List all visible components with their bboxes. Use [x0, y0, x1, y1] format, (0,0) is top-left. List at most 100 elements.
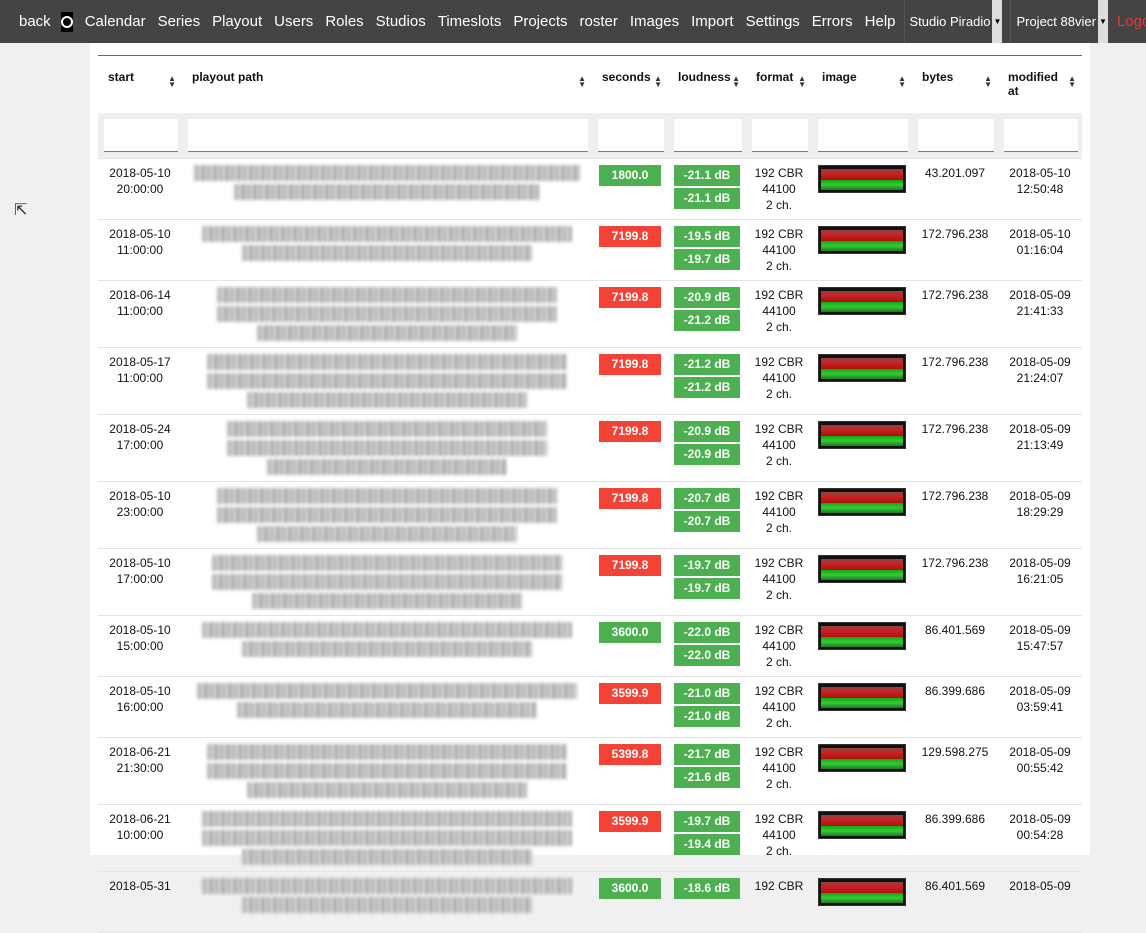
waveform-image[interactable]	[818, 622, 906, 650]
column-label: bytes	[922, 70, 954, 84]
table-row[interactable]: 2018-05-10 23:00:00 7199.8 -20.7 dB -20.7 …	[98, 481, 1082, 549]
modified-cell: 2018-05-09 03:59:41	[998, 676, 1082, 738]
nav-calendar[interactable]: Calendar	[84, 13, 146, 30]
nav-help[interactable]: Help	[864, 13, 896, 30]
filter-modified-at-input[interactable]	[1004, 118, 1078, 152]
loudness-cell: -21.0 dB -21.0 dB	[668, 676, 746, 738]
playout-table: start ▲ ▼ playout path ▲ ▼ seconds ▲ ▼ loudness ▲ ▼…	[98, 55, 1082, 933]
sort-icon[interactable]: ▲ ▼	[898, 74, 906, 89]
nav-roster[interactable]: roster	[579, 13, 618, 30]
loudness-cell: -19.7 dB -19.4 dB	[668, 804, 746, 872]
column-header-image[interactable]: image ▲ ▼	[812, 56, 912, 113]
studio-select[interactable]: Studio Piradio ▼	[903, 0, 1003, 43]
column-header-modified-at[interactable]: modified at ▲ ▼	[998, 56, 1082, 113]
table-row[interactable]: 2018-05-10 16:00:00 3599.9 -21.0 dB -21.0 …	[98, 676, 1082, 738]
column-header-format[interactable]: format ▲ ▼	[746, 56, 812, 113]
sort-icon[interactable]: ▲ ▼	[578, 74, 586, 89]
nav-timeslots[interactable]: Timeslots	[437, 13, 502, 30]
sort-icon[interactable]: ▲ ▼	[732, 74, 740, 89]
bytes-cell: 86.399.686	[912, 676, 998, 738]
loudness-left-badge: -20.7 dB	[674, 488, 740, 509]
column-label: format	[756, 70, 794, 84]
filter-seconds-input[interactable]	[598, 118, 664, 152]
column-label: modified at	[1008, 70, 1058, 98]
start-cell: 2018-05-10 23:00:00	[98, 481, 182, 549]
sort-icon[interactable]: ▲ ▼	[984, 74, 992, 89]
image-cell	[812, 871, 912, 933]
sort-icon[interactable]: ▲ ▼	[168, 74, 176, 89]
bytes-cell: 86.401.569	[912, 871, 998, 933]
waveform-image[interactable]	[818, 165, 906, 193]
modified-cell: 2018-05-09 00:55:42	[998, 737, 1082, 805]
image-cell	[812, 219, 912, 281]
filter-start-input[interactable]	[104, 118, 178, 152]
seconds-badge: 1800.0	[599, 165, 661, 186]
nav-playout[interactable]: Playout	[212, 13, 263, 30]
nav-roles[interactable]: Roles	[325, 13, 364, 30]
project-select[interactable]: Project 88vier ▼	[1010, 0, 1108, 43]
start-cell: 2018-05-17 11:00:00	[98, 347, 182, 415]
format-cell: 192 CBR 44100 2 ch.	[746, 615, 812, 677]
back-link[interactable]: back	[19, 13, 51, 30]
image-cell	[812, 347, 912, 415]
loudness-left-badge: -21.1 dB	[674, 165, 740, 186]
column-header-playout-path[interactable]: playout path ▲ ▼	[182, 56, 592, 113]
column-label: start	[108, 70, 135, 84]
table-row[interactable]: 2018-06-21 21:30:00 5399.8 -21.7 dB -21.6 …	[98, 737, 1082, 805]
nav-settings[interactable]: Settings	[745, 13, 800, 30]
waveform-image[interactable]	[818, 555, 906, 583]
table-row[interactable]: 2018-05-31 3600.0 -18.6 dB 192 CBR 86.40…	[98, 871, 1082, 933]
project-select-value: Project 88vier	[1016, 14, 1096, 29]
filter-loudness-input[interactable]	[674, 118, 742, 152]
nav-studios[interactable]: Studios	[375, 13, 426, 30]
piradio-logo-icon[interactable]	[60, 11, 73, 32]
waveform-image[interactable]	[818, 811, 906, 839]
waveform-image[interactable]	[818, 878, 906, 906]
table-row[interactable]: 2018-05-24 17:00:00 7199.8 -20.9 dB -20.9 …	[98, 414, 1082, 482]
column-header-start[interactable]: start ▲ ▼	[98, 56, 182, 113]
format-cell: 192 CBR 44100 2 ch.	[746, 158, 812, 220]
loudness-left-badge: -20.9 dB	[674, 287, 740, 308]
modified-cell: 2018-05-09 15:47:57	[998, 615, 1082, 677]
nav-errors[interactable]: Errors	[811, 13, 853, 30]
filter-format-input[interactable]	[752, 118, 808, 152]
loudness-left-badge: -18.6 dB	[674, 878, 740, 899]
waveform-image[interactable]	[818, 488, 906, 516]
filter-bytes-input[interactable]	[918, 118, 994, 152]
format-cell: 192 CBR 44100 2 ch.	[746, 737, 812, 805]
playout-path-cell	[182, 548, 592, 616]
nav-images[interactable]: Images	[629, 13, 680, 30]
table-row[interactable]: 2018-05-17 11:00:00 7199.8 -21.2 dB -21.2 …	[98, 347, 1082, 415]
sort-icon[interactable]: ▲ ▼	[1068, 74, 1076, 89]
table-row[interactable]: 2018-05-10 17:00:00 7199.8 -19.7 dB -19.7 …	[98, 548, 1082, 616]
loudness-cell: -18.6 dB	[668, 871, 746, 933]
filter-playout-path-input[interactable]	[188, 118, 588, 152]
column-header-loudness[interactable]: loudness ▲ ▼	[668, 56, 746, 113]
nav-import[interactable]: Import	[691, 13, 734, 30]
bytes-cell: 172.796.238	[912, 548, 998, 616]
waveform-image[interactable]	[818, 354, 906, 382]
waveform-image[interactable]	[818, 744, 906, 772]
logout-link[interactable]: Logout	[1116, 13, 1146, 30]
column-header-bytes[interactable]: bytes ▲ ▼	[912, 56, 998, 113]
bytes-cell: 172.796.238	[912, 280, 998, 348]
nav-users[interactable]: Users	[274, 13, 314, 30]
table-row[interactable]: 2018-06-14 11:00:00 7199.8 -20.9 dB -21.2 …	[98, 280, 1082, 348]
waveform-image[interactable]	[818, 421, 906, 449]
nav-projects[interactable]: Projects	[513, 13, 568, 30]
nav-series[interactable]: Series	[157, 13, 201, 30]
waveform-image[interactable]	[818, 683, 906, 711]
filter-image-input[interactable]	[818, 118, 908, 152]
waveform-image[interactable]	[818, 287, 906, 315]
table-row[interactable]: 2018-05-10 20:00:00 1800.0 -21.1 dB -21.1 …	[98, 158, 1082, 220]
table-row[interactable]: 2018-06-21 10:00:00 3599.9 -19.7 dB -19.4 …	[98, 804, 1082, 872]
loudness-cell: -20.7 dB -20.7 dB	[668, 481, 746, 549]
sort-icon[interactable]: ▲ ▼	[654, 74, 662, 89]
waveform-image[interactable]	[818, 226, 906, 254]
sort-icon[interactable]: ▲ ▼	[798, 74, 806, 89]
table-row[interactable]: 2018-05-10 15:00:00 3600.0 -22.0 dB -22.0 …	[98, 615, 1082, 677]
loudness-left-badge: -20.9 dB	[674, 421, 740, 442]
table-row[interactable]: 2018-05-10 11:00:00 7199.8 -19.5 dB -19.7 …	[98, 219, 1082, 281]
column-header-seconds[interactable]: seconds ▲ ▼	[592, 56, 668, 113]
loudness-right-badge: -19.7 dB	[674, 249, 740, 270]
